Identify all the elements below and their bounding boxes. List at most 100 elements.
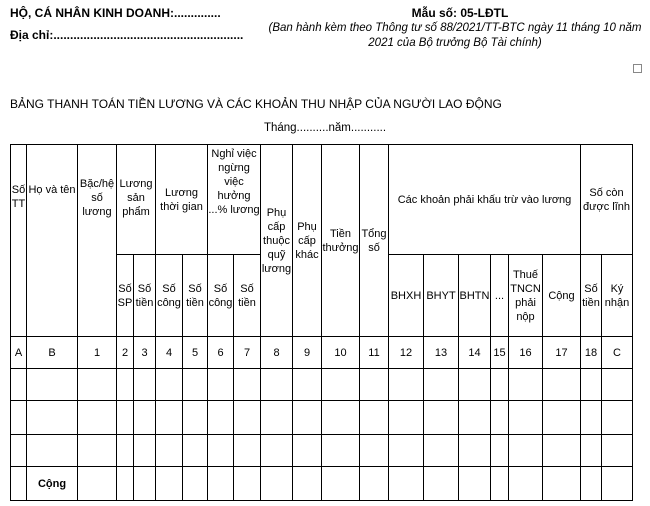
table-cell[interactable]	[321, 368, 360, 401]
index-cell: B	[26, 336, 78, 369]
table-cell[interactable]	[233, 368, 261, 401]
table-cell[interactable]	[292, 400, 322, 435]
table-cell[interactable]	[10, 434, 27, 467]
table-cell[interactable]	[388, 466, 424, 501]
table-cell[interactable]	[542, 368, 581, 401]
table-cell[interactable]	[542, 400, 581, 435]
index-cell: 10	[321, 336, 360, 369]
table-cell[interactable]	[10, 400, 27, 435]
index-cell: C	[601, 336, 633, 369]
table-cell[interactable]	[490, 368, 509, 401]
table-cell[interactable]	[423, 400, 459, 435]
table-cell[interactable]	[508, 368, 543, 401]
table-cell[interactable]	[155, 368, 183, 401]
table-cell[interactable]	[490, 434, 509, 467]
table-cell[interactable]	[580, 400, 602, 435]
table-cell[interactable]	[458, 368, 491, 401]
table-cell[interactable]	[601, 466, 633, 501]
table-cell[interactable]	[359, 434, 389, 467]
checkbox-icon	[633, 64, 642, 73]
header-signature: Ký nhận	[601, 254, 633, 337]
table-cell[interactable]	[260, 368, 293, 401]
table-cell[interactable]	[388, 434, 424, 467]
table-cell[interactable]	[508, 466, 543, 501]
header-remaining-amount: Số tiền	[580, 254, 602, 337]
table-cell[interactable]	[10, 466, 27, 501]
table-cell[interactable]	[260, 434, 293, 467]
header-other-deduction: ...	[490, 254, 509, 337]
table-cell[interactable]	[423, 368, 459, 401]
index-cell: 16	[508, 336, 543, 369]
table-cell[interactable]	[359, 400, 389, 435]
table-cell[interactable]	[423, 466, 459, 501]
table-cell[interactable]	[233, 400, 261, 435]
table-cell[interactable]	[233, 434, 261, 467]
table-cell[interactable]	[77, 400, 117, 435]
table-cell[interactable]	[116, 400, 134, 435]
table-cell[interactable]	[423, 434, 459, 467]
table-cell[interactable]	[133, 434, 156, 467]
header-product-qty: Số SP	[116, 254, 134, 337]
table-cell[interactable]	[155, 434, 183, 467]
table-cell[interactable]	[77, 368, 117, 401]
table-cell[interactable]	[26, 434, 78, 467]
table-cell[interactable]	[458, 434, 491, 467]
table-cell[interactable]	[182, 400, 208, 435]
table-cell[interactable]	[490, 466, 509, 501]
table-cell[interactable]	[580, 466, 602, 501]
table-cell[interactable]	[260, 466, 293, 501]
table-cell[interactable]	[359, 368, 389, 401]
table-cell[interactable]	[580, 368, 602, 401]
table-cell[interactable]	[580, 434, 602, 467]
document-title: BẢNG THANH TOÁN TIỀN LƯƠNG VÀ CÁC KHOẢN …	[10, 97, 502, 111]
table-cell[interactable]	[601, 368, 633, 401]
table-cell[interactable]	[601, 400, 633, 435]
header-name: Họ và tên	[26, 144, 78, 337]
table-cell[interactable]	[207, 400, 234, 435]
table-cell[interactable]	[233, 466, 261, 501]
table-cell[interactable]	[388, 400, 424, 435]
table-cell[interactable]	[321, 400, 360, 435]
table-cell[interactable]	[207, 368, 234, 401]
table-cell[interactable]	[292, 466, 322, 501]
table-cell[interactable]	[388, 368, 424, 401]
header-remaining: Số còn được lĩnh	[580, 144, 633, 255]
table-cell[interactable]	[207, 434, 234, 467]
header-bhxh: BHXH	[388, 254, 424, 337]
table-cell[interactable]	[182, 434, 208, 467]
header-time-days: Số công	[155, 254, 183, 337]
table-cell[interactable]	[26, 400, 78, 435]
table-cell[interactable]	[292, 434, 322, 467]
table-cell[interactable]	[133, 400, 156, 435]
table-cell[interactable]	[490, 400, 509, 435]
table-cell[interactable]	[133, 368, 156, 401]
table-cell[interactable]	[321, 434, 360, 467]
table-cell[interactable]	[77, 434, 117, 467]
header-time-wage: Lương thời gian	[155, 144, 208, 255]
table-cell[interactable]	[116, 466, 134, 501]
payroll-table: Số TT Họ và tên Bặc/hệ số lương Lương sả…	[10, 144, 633, 501]
table-cell[interactable]	[542, 466, 581, 501]
table-cell[interactable]	[542, 434, 581, 467]
table-cell[interactable]	[26, 368, 78, 401]
table-cell[interactable]	[116, 368, 134, 401]
table-cell[interactable]	[155, 466, 183, 501]
header-grade: Bặc/hệ số lương	[77, 144, 117, 337]
table-cell[interactable]	[133, 466, 156, 501]
table-cell[interactable]	[77, 466, 117, 501]
table-cell[interactable]	[508, 434, 543, 467]
table-cell[interactable]	[155, 400, 183, 435]
table-cell[interactable]	[321, 466, 360, 501]
table-cell[interactable]	[182, 368, 208, 401]
table-cell[interactable]	[116, 434, 134, 467]
table-cell[interactable]	[458, 466, 491, 501]
table-cell[interactable]	[10, 368, 27, 401]
table-cell[interactable]	[601, 434, 633, 467]
table-cell[interactable]	[508, 400, 543, 435]
table-cell[interactable]	[182, 466, 208, 501]
table-cell[interactable]	[359, 466, 389, 501]
table-cell[interactable]	[458, 400, 491, 435]
table-cell[interactable]	[292, 368, 322, 401]
table-cell[interactable]	[260, 400, 293, 435]
table-cell[interactable]	[207, 466, 234, 501]
